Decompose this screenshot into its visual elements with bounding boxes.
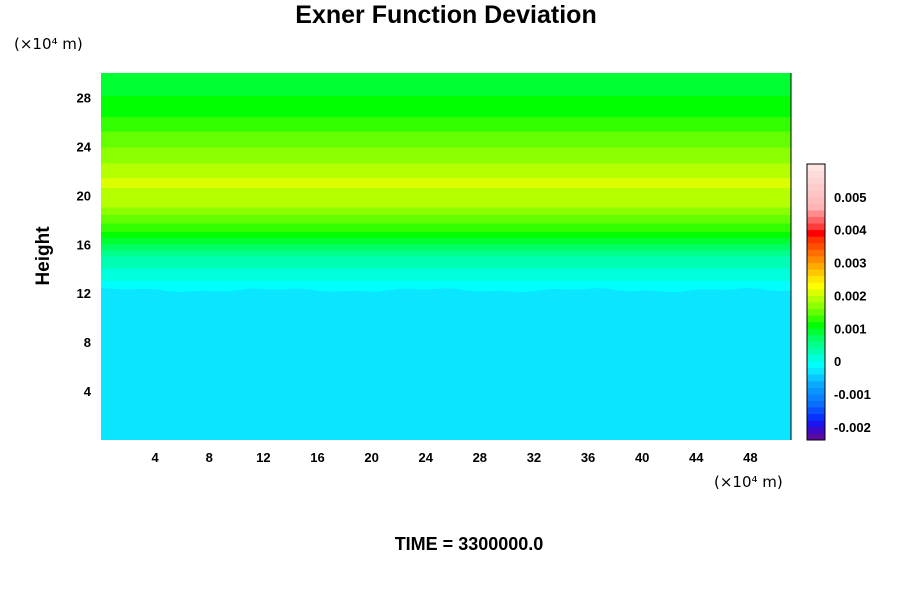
y-tick-label: 16 bbox=[77, 237, 91, 252]
colorbar-swatch bbox=[807, 413, 825, 421]
colorbar-swatch bbox=[807, 394, 825, 401]
x-tick-label: 32 bbox=[527, 450, 541, 465]
colorbar-tick-label: 0.002 bbox=[834, 288, 867, 303]
colorbar-swatch bbox=[807, 242, 825, 250]
colorbar-swatch bbox=[807, 354, 825, 362]
colorbar-swatch bbox=[807, 269, 825, 277]
colorbar-swatch bbox=[807, 170, 825, 178]
colorbar-swatch bbox=[807, 387, 825, 395]
y-tick-label: 20 bbox=[77, 188, 91, 203]
colorbar-swatch bbox=[807, 374, 825, 382]
y-tick-label: 4 bbox=[84, 384, 92, 399]
colorbar-swatch bbox=[807, 308, 825, 316]
x-tick-label: 4 bbox=[152, 450, 160, 465]
colorbar-swatch bbox=[807, 295, 825, 303]
x-axis-ticks: 4 8 12 16 20 24 28 32 36 40 44 48 bbox=[152, 450, 758, 465]
colorbar-swatch bbox=[807, 275, 825, 283]
colorbar-tick-label: 0.005 bbox=[834, 190, 867, 205]
x-tick-label: 12 bbox=[256, 450, 270, 465]
colorbar-swatch bbox=[807, 321, 825, 329]
colorbar-swatch bbox=[807, 334, 825, 342]
colorbar-swatch bbox=[807, 223, 825, 231]
y-axis-label: Height bbox=[33, 226, 54, 286]
colorbar-swatch bbox=[807, 433, 825, 441]
colorbar-swatch bbox=[807, 348, 825, 355]
colorbar-swatch bbox=[807, 328, 825, 336]
colorbar-swatch bbox=[807, 210, 825, 217]
y-tick-label: 12 bbox=[77, 286, 91, 301]
x-tick-label: 16 bbox=[310, 450, 324, 465]
contour-patch bbox=[219, 315, 268, 326]
x-tick-label: 8 bbox=[206, 450, 213, 465]
colorbar-swatch bbox=[807, 407, 825, 415]
colorbar-swatch bbox=[807, 367, 825, 375]
colorbar-swatch bbox=[807, 262, 825, 270]
colorbar-swatch bbox=[807, 282, 825, 290]
colorbar-labels: 0.005 0.004 0.003 0.002 0.001 0 -0.001 -0.002 bbox=[834, 190, 871, 435]
colorbar-swatch bbox=[807, 249, 825, 257]
contour-edges bbox=[101, 288, 791, 440]
colorbar-swatch bbox=[807, 341, 825, 349]
y-tick-label: 8 bbox=[84, 335, 91, 350]
colorbar-swatch bbox=[807, 183, 825, 191]
colorbar-swatch bbox=[807, 426, 825, 434]
colorbar-swatch bbox=[807, 190, 825, 198]
colorbar-tick-label: 0 bbox=[834, 354, 841, 369]
x-axis-unit: (×10⁴ m) bbox=[714, 473, 783, 491]
y-axis-ticks: 4 8 12 16 20 24 28 bbox=[77, 90, 92, 399]
colorbar-swatch bbox=[807, 400, 825, 408]
colorbar-swatch bbox=[807, 361, 825, 369]
colorbar-tick-label: 0.004 bbox=[834, 223, 867, 238]
x-tick-label: 36 bbox=[581, 450, 595, 465]
colorbar-swatch bbox=[807, 380, 825, 388]
colorbar-swatch bbox=[807, 216, 825, 224]
colorbar-tick-label: 0.001 bbox=[834, 321, 867, 336]
time-label: TIME = 3300000.0 bbox=[395, 534, 544, 554]
colorbar-border bbox=[806, 163, 826, 441]
x-tick-label: 24 bbox=[418, 450, 433, 465]
y-tick-label: 24 bbox=[77, 139, 92, 154]
colorbar-swatch bbox=[807, 177, 825, 185]
y-axis-unit: (×10⁴ m) bbox=[14, 35, 83, 53]
colorbar-tick-label: -0.001 bbox=[834, 387, 871, 402]
colorbar-swatch bbox=[807, 288, 825, 296]
colorbar bbox=[806, 163, 826, 441]
colorbar-swatch bbox=[807, 203, 825, 211]
colorbar-swatch bbox=[807, 229, 825, 237]
x-tick-label: 28 bbox=[473, 450, 487, 465]
colorbar-swatch bbox=[807, 256, 825, 263]
contour-band bbox=[101, 309, 791, 440]
colorbar-swatch bbox=[807, 236, 825, 244]
x-tick-label: 48 bbox=[743, 450, 757, 465]
colorbar-swatch bbox=[807, 420, 825, 428]
colorbar-tick-label: -0.002 bbox=[834, 420, 871, 435]
colorbar-swatch bbox=[807, 302, 825, 309]
colorbar-tick-label: 0.003 bbox=[834, 256, 867, 271]
colorbar-swatch bbox=[807, 196, 825, 204]
x-tick-label: 40 bbox=[635, 450, 649, 465]
x-tick-label: 20 bbox=[364, 450, 378, 465]
contour-plot-area bbox=[101, 73, 792, 440]
chart-title: Exner Function Deviation bbox=[295, 1, 596, 29]
colorbar-swatch bbox=[807, 315, 825, 323]
x-tick-label: 44 bbox=[689, 450, 704, 465]
colorbar-swatch bbox=[807, 164, 825, 171]
y-tick-label: 28 bbox=[77, 90, 91, 105]
